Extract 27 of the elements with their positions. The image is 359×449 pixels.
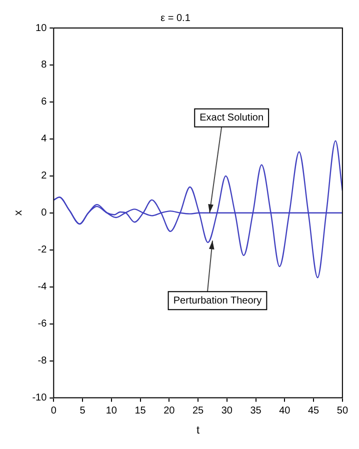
y-tick-label: 4 <box>41 134 48 145</box>
y-tick-label: 0 <box>41 208 48 219</box>
y-tick-label: -2 <box>38 244 48 256</box>
y-tick-label: -4 <box>38 282 48 293</box>
x-tick-label: 35 <box>250 406 262 417</box>
x-tick-label: 30 <box>221 406 233 417</box>
annotation: Exact Solution <box>200 112 264 124</box>
annotation: Perturbation Theory <box>173 295 262 306</box>
y-tick-label: 10 <box>36 22 48 34</box>
y-tick-label: 6 <box>41 96 48 108</box>
y-axis-title: x <box>12 210 25 216</box>
y-tick-label: -6 <box>38 318 48 330</box>
y-tick-label: 8 <box>41 60 48 71</box>
x-axis-title: t <box>196 424 200 436</box>
chart-title: ε = 0.1 <box>160 12 191 24</box>
y-tick-label: 2 <box>41 170 48 182</box>
x-tick-label: 45 <box>308 406 320 417</box>
x-tick-label: 5 <box>80 406 86 417</box>
x-tick-label: 40 <box>279 406 291 417</box>
x-tick-label: 15 <box>134 406 146 417</box>
x-tick-label: 20 <box>164 406 176 417</box>
y-tick-label: -10 <box>32 392 48 404</box>
x-tick-label: 50 <box>336 406 348 417</box>
x-tick-label: 10 <box>106 406 118 417</box>
x-tick-label: 0 <box>50 406 57 417</box>
y-tick-label: -8 <box>38 356 48 367</box>
x-tick-label: 25 <box>192 406 204 417</box>
